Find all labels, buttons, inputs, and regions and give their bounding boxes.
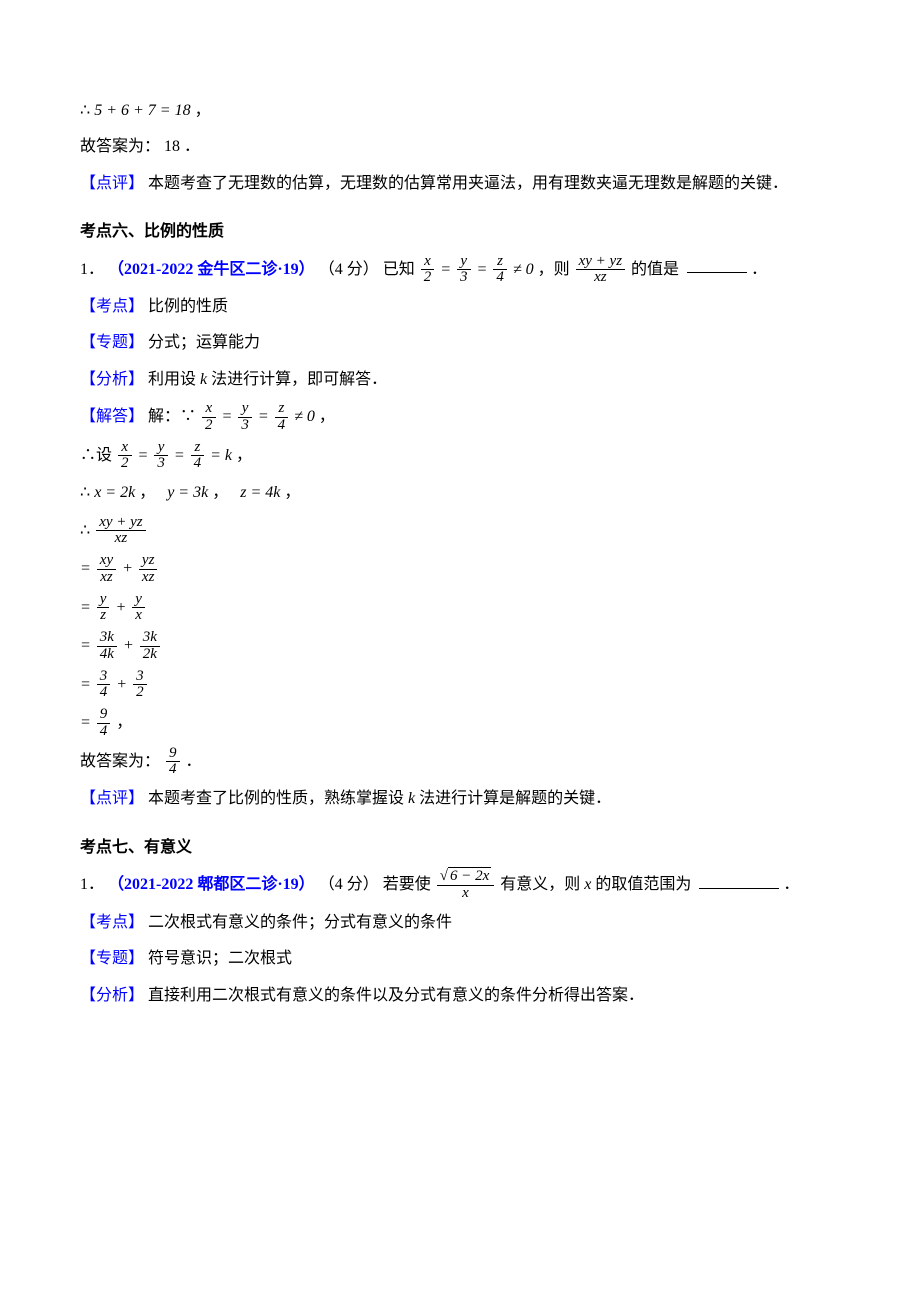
therefore-symbol: ∴	[80, 102, 90, 119]
s6-dianping: 【点评】 本题考查了比例的性质，熟练掌握设 k 法进行计算是解题的关键．	[80, 784, 840, 814]
fenxi-text-b: 法进行计算，即可解答．	[211, 371, 387, 388]
s6-dianping-k: k	[408, 790, 415, 807]
s7-question: 1． （2021-2022 郫都区二诊·19） （4 分） 若要使 √6 − 2…	[80, 869, 840, 902]
section7-heading: 考点七、有意义	[80, 833, 840, 863]
s6-question: 1． （2021-2022 金牛区二诊·19） （4 分） 已知 x2 = y3…	[80, 254, 840, 287]
s6-step4-prefix: ∴	[80, 522, 90, 539]
top-line-1: ∴ 5 + 6 + 7 = 18 ，	[80, 96, 840, 126]
s6-answer-frac: 9 4	[166, 746, 180, 779]
s6-line8: = 34 + 32	[80, 669, 840, 702]
s7-kaodian-text: 二次根式有意义的条件；分式有意义的条件	[148, 914, 452, 931]
s7-blank	[699, 872, 779, 889]
answer-suffix: ．	[184, 138, 200, 155]
label-zhuanti: 【专题】	[80, 334, 144, 351]
s6-fenxi: 【分析】 利用设 k 法进行计算，即可解答．	[80, 365, 840, 395]
s6-answer-prefix: 故答案为：	[80, 753, 160, 770]
s6-step3: ∴ x = 2k ， y = 3k ， z = 4k ，	[80, 478, 840, 508]
zhuanti-text: 分式；运算能力	[148, 334, 260, 351]
label-jieda: 【解答】	[80, 408, 144, 425]
answer-prefix: 故答案为：	[80, 138, 160, 155]
s6-step3-x: x = 2k	[94, 484, 135, 501]
s6-qnum: 1．	[80, 260, 104, 277]
s7-mid: 有意义，则	[500, 876, 580, 893]
s7-qnum: 1．	[80, 876, 104, 893]
top-equation: 5 + 6 + 7 = 18	[94, 102, 190, 119]
s6-line6: = yz + yx	[80, 592, 840, 625]
s6-given-expr: x2 = y3 = z4 ≠ 0	[419, 254, 534, 287]
s6-jieda-expr1: x2 = y3 = z4 ≠ 0	[200, 401, 315, 434]
s6-step2-expr: x2 = y3 = z4 = k	[116, 440, 232, 473]
answer-value: 18	[164, 138, 180, 155]
s6-dianping-text-b: 法进行计算是解题的关键．	[419, 790, 611, 807]
s6-line9: = 94 ，	[80, 707, 840, 740]
fenxi-text-a: 利用设	[148, 371, 196, 388]
s6-main-expr: xy + yz xz	[576, 254, 625, 287]
label-dianping: 【点评】	[80, 175, 144, 192]
s7-expr: √6 − 2x x	[437, 869, 495, 902]
label-fenxi-7: 【分析】	[80, 987, 144, 1004]
s6-jieda-line1: 【解答】 解：∵ x2 = y3 = z4 ≠ 0 ，	[80, 401, 840, 434]
s6-step4: ∴ xy + yz xz	[80, 515, 840, 548]
top-line1-suffix: ，	[195, 102, 211, 119]
s6-dezhishi: 的值是	[631, 260, 679, 277]
s6-step3-prefix: ∴	[80, 484, 90, 501]
label-kaodian: 【考点】	[80, 298, 144, 315]
s7-kaodian: 【考点】 二次根式有意义的条件；分式有意义的条件	[80, 908, 840, 938]
s6-kaodian: 【考点】 比例的性质	[80, 292, 840, 322]
s7-zhuanti-text: 符号意识；二次根式	[148, 950, 292, 967]
top-answer: 故答案为： 18 ．	[80, 132, 840, 162]
s7-exam-ref: （2021-2022 郫都区二诊·19）	[108, 876, 315, 893]
s6-blank	[687, 256, 747, 273]
s6-step2: ∴设 x2 = y3 = z4 = k ，	[80, 440, 840, 473]
s6-exam-ref: （2021-2022 金牛区二诊·19）	[108, 260, 315, 277]
s6-dianping-text-a: 本题考查了比例的性质，熟练掌握设	[148, 790, 404, 807]
s6-zhuanti: 【专题】 分式；运算能力	[80, 328, 840, 358]
s6-answer-suffix: ．	[186, 753, 202, 770]
top-dianping: 【点评】 本题考查了无理数的估算，无理数的估算常用夹逼法，用有理数夹逼无理数是解…	[80, 169, 840, 199]
page-container: ∴ 5 + 6 + 7 = 18 ， 故答案为： 18 ． 【点评】 本题考查了…	[0, 0, 920, 1302]
s7-period: ．	[783, 876, 799, 893]
s6-answer: 故答案为： 9 4 ．	[80, 746, 840, 779]
kaodian-text: 比例的性质	[148, 298, 228, 315]
s6-points: （4 分）	[319, 260, 379, 277]
s7-var: x	[584, 876, 591, 893]
s7-fenxi-text: 直接利用二次根式有意义的条件以及分式有意义的条件分析得出答案．	[148, 987, 644, 1004]
label-fenxi: 【分析】	[80, 371, 144, 388]
fenxi-k: k	[200, 371, 207, 388]
label-dianping-6: 【点评】	[80, 790, 144, 807]
s7-zhuanti: 【专题】 符号意识；二次根式	[80, 944, 840, 974]
label-kaodian-7: 【考点】	[80, 914, 144, 931]
dianping-text: 本题考查了无理数的估算，无理数的估算常用夹逼法，用有理数夹逼无理数是解题的关键．	[148, 175, 788, 192]
label-zhuanti-7: 【专题】	[80, 950, 144, 967]
s7-fenxi: 【分析】 直接利用二次根式有意义的条件以及分式有意义的条件分析得出答案．	[80, 981, 840, 1011]
s6-period: ．	[751, 260, 767, 277]
s7-points: （4 分）	[319, 876, 379, 893]
jieda-prefix: 解：∵	[148, 408, 196, 425]
s6-ze: ，则	[538, 260, 570, 277]
section6-heading: 考点六、比例的性质	[80, 217, 840, 247]
s6-step3-z: z = 4k	[240, 484, 280, 501]
s6-line5: = xyxz + yzxz	[80, 553, 840, 586]
s6-step2-prefix: ∴设	[80, 447, 112, 464]
s6-given-prefix: 已知	[383, 260, 415, 277]
s7-suffix: 的取值范围为	[595, 876, 691, 893]
s6-step4-expr: xy + yz xz	[96, 515, 145, 548]
s6-step3-y: y = 3k	[167, 484, 208, 501]
s7-prefix: 若要使	[383, 876, 431, 893]
s6-line7: = 3k4k + 3k2k	[80, 630, 840, 663]
